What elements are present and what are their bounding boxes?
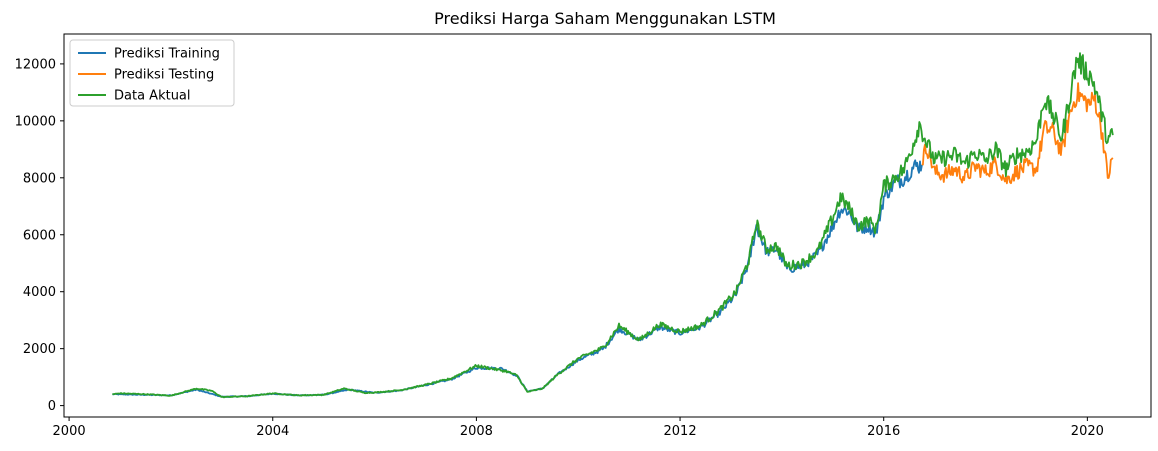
series-line-prediksi-training xyxy=(112,159,923,398)
y-tick-label: 8000 xyxy=(23,171,56,186)
legend-box xyxy=(69,39,235,107)
x-tick-label: 2000 xyxy=(53,424,86,439)
y-tick-label: 6000 xyxy=(23,228,56,243)
legend-label: Prediksi Testing xyxy=(114,68,214,83)
series-line-prediksi-testing xyxy=(921,82,1114,185)
y-tick-label: 12000 xyxy=(15,57,56,72)
y-tick-label: 4000 xyxy=(23,285,56,300)
x-tick-label: 2016 xyxy=(867,424,900,439)
x-tick-label: 2008 xyxy=(460,424,493,439)
x-tick-label: 2004 xyxy=(256,424,289,439)
chart-title: Prediksi Harga Saham Menggunakan LSTM xyxy=(434,9,776,28)
y-tick-label: 0 xyxy=(48,399,56,414)
legend-label: Data Aktual xyxy=(114,89,191,104)
y-axis: 0 2000 4000 6000 8000 10000 12000 xyxy=(15,57,64,414)
legend-label: Prediksi Training xyxy=(114,47,220,62)
legend: Prediksi Training Prediksi Testing Data Ak… xyxy=(69,39,235,107)
series-layer xyxy=(112,52,1114,399)
x-axis: 2000 2004 2008 2012 2016 2020 xyxy=(53,417,1104,439)
y-tick-label: 10000 xyxy=(15,114,56,129)
x-tick-label: 2020 xyxy=(1071,424,1104,439)
y-tick-label: 2000 xyxy=(23,342,56,357)
plot-frame xyxy=(63,33,1152,418)
x-tick-label: 2012 xyxy=(664,424,697,439)
series-line-data-aktual xyxy=(112,52,1114,399)
